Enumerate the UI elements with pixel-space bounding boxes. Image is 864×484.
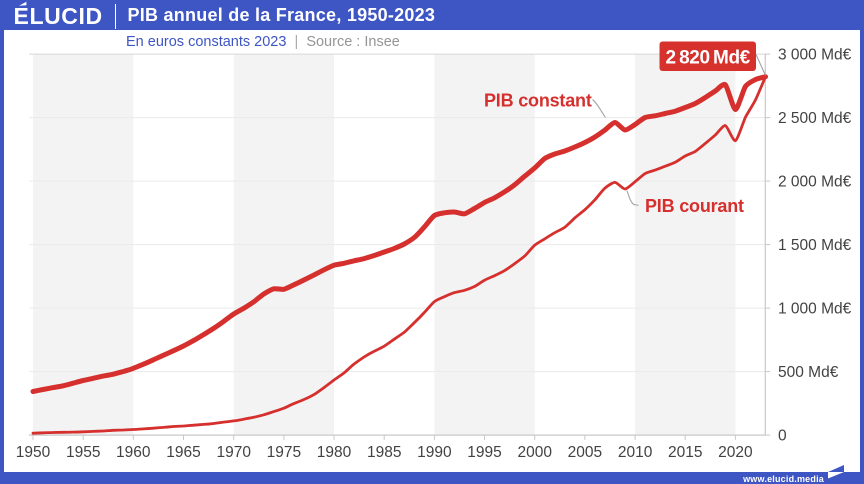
svg-text:2 820 Md€: 2 820 Md€ [666,48,751,69]
svg-text:1980: 1980 [317,444,352,461]
svg-text:1965: 1965 [166,444,200,461]
svg-text:1 000 Md€: 1 000 Md€ [778,301,852,318]
svg-text:1960: 1960 [116,444,151,461]
svg-text:3 000 Md€: 3 000 Md€ [778,47,852,64]
svg-text:1950: 1950 [16,444,51,461]
svg-text:0: 0 [778,428,787,445]
svg-text:2005: 2005 [568,444,602,461]
svg-text:2015: 2015 [668,444,702,461]
svg-text:1990: 1990 [417,444,452,461]
svg-text:PIB constant: PIB constant [484,91,592,111]
svg-text:500 Md€: 500 Md€ [778,364,839,381]
svg-text:1995: 1995 [467,444,501,461]
svg-text:2000: 2000 [517,444,552,461]
svg-text:2 000 Md€: 2 000 Md€ [778,174,852,191]
svg-text:2020: 2020 [718,444,753,461]
svg-text:PIB courant: PIB courant [645,196,744,216]
svg-text:1 500 Md€: 1 500 Md€ [778,237,852,254]
svg-text:1955: 1955 [66,444,100,461]
svg-text:1975: 1975 [267,444,301,461]
svg-text:2 500 Md€: 2 500 Md€ [778,110,852,127]
svg-text:1970: 1970 [216,444,251,461]
svg-text:1985: 1985 [367,444,401,461]
svg-text:2010: 2010 [618,444,653,461]
